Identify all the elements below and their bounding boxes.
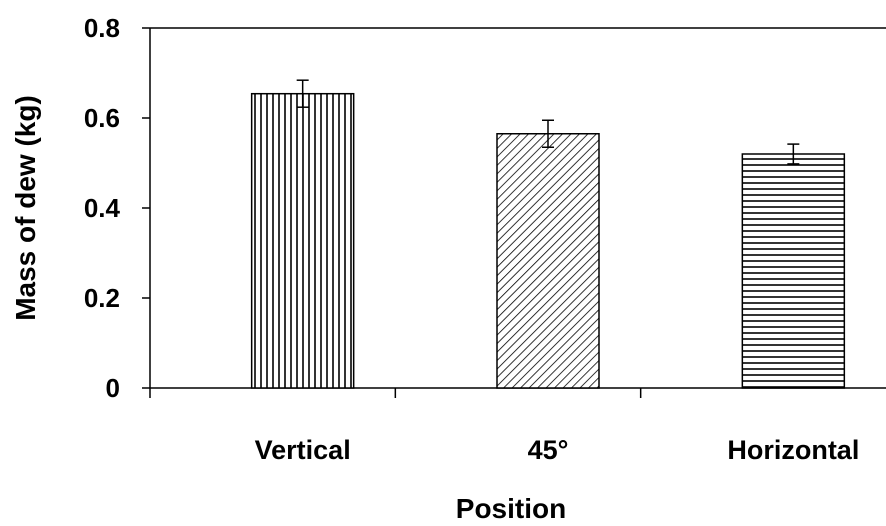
y-tick-label: 0.2 <box>84 283 120 313</box>
y-tick-label: 0.6 <box>84 103 120 133</box>
y-axis-title: Mass of dew (kg) <box>10 95 41 321</box>
x-axis-title: Position <box>456 493 566 524</box>
error-bars-group <box>296 79 800 165</box>
x-axis-ticks: Vertical 45° Horizontal <box>255 388 859 465</box>
y-tick-label: 0 <box>106 373 120 403</box>
x-tick-label: 45° <box>528 435 569 465</box>
bar-1 <box>250 92 355 389</box>
bar-3 <box>741 153 846 389</box>
y-tick-label: 0.8 <box>84 13 120 43</box>
x-tick-label: Horizontal <box>727 435 859 465</box>
y-axis-ticks: 0 0.2 0.4 0.6 0.8 <box>84 13 150 403</box>
bars-group <box>250 92 846 389</box>
y-tick-label: 0.4 <box>84 193 121 223</box>
x-tick-label: Vertical <box>255 435 351 465</box>
bar-2 <box>496 133 600 389</box>
